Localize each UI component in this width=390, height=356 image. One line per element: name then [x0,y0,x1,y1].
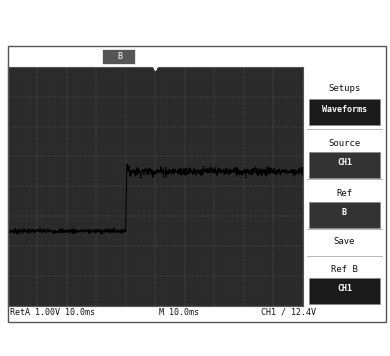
FancyBboxPatch shape [309,202,380,228]
Text: Ref B: Ref B [331,265,358,274]
Text: Ready: Ready [136,52,163,61]
Text: Ref: Ref [337,189,353,198]
Text: Setups: Setups [328,84,361,93]
Text: RetA 1.00V 10.0ms: RetA 1.00V 10.0ms [10,308,95,317]
Text: SAVE/REC: SAVE/REC [322,52,365,61]
Text: CH1: CH1 [337,284,352,293]
Text: CH1: CH1 [337,158,352,167]
FancyBboxPatch shape [102,49,135,64]
Text: B: B [117,52,122,61]
FancyBboxPatch shape [309,278,380,304]
Text: CH1 / 12.4V: CH1 / 12.4V [261,308,316,317]
FancyBboxPatch shape [309,152,380,178]
Text: Source: Source [328,139,361,148]
Text: ⎌: ⎌ [53,50,61,63]
Text: Waveforms: Waveforms [322,105,367,114]
Text: M Pos: 3.280ms: M Pos: 3.280ms [204,52,280,61]
Text: Tek: Tek [14,52,34,62]
Text: M 10.0ms: M 10.0ms [159,308,199,317]
Text: ┌┐└: ┌┐└ [66,52,79,61]
Text: B: B [342,208,347,217]
Text: Save: Save [334,237,355,246]
FancyBboxPatch shape [309,99,380,125]
